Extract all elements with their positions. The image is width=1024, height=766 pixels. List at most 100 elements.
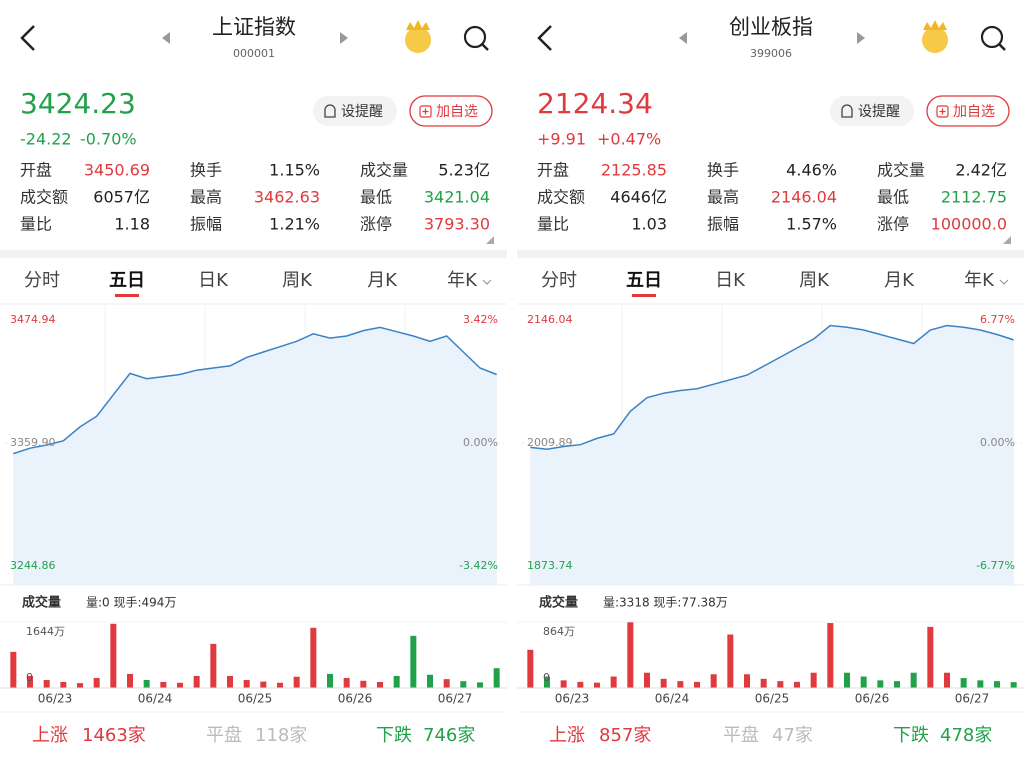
volume-bar [994,681,1000,688]
watch-button[interactable]: 加自选 [953,104,995,120]
pct-top-label: 3.42% [463,313,498,326]
price-line [13,326,497,455]
chart-tab[interactable]: 周K [799,270,830,291]
volume-bar [594,682,600,688]
stat-label: 开盘 [537,161,569,180]
volume-bar [410,635,417,688]
prev-arrow[interactable] [162,32,170,44]
date-label: 06/25 [238,692,273,706]
bell-icon [841,104,853,118]
index-code: 399006 [750,47,792,60]
up-count: 1463家 [82,725,146,746]
next-arrow[interactable] [857,32,865,44]
mascot-icon[interactable] [405,27,431,53]
mascot-crown[interactable] [406,20,430,30]
next-arrow[interactable] [340,32,348,44]
volume-bar [293,676,300,688]
volume-bar [727,634,734,688]
flat-count: 47家 [772,725,813,746]
stat-value: 3421.04 [424,188,490,207]
search-handle[interactable] [998,43,1006,51]
year-tab-caret [482,279,492,285]
chart-tab[interactable]: 年K [447,270,478,291]
mascot-icon[interactable] [922,27,948,53]
volume-bar [160,681,167,688]
volume-bar [710,674,717,688]
search-handle[interactable] [481,43,489,51]
chart-tab[interactable]: 分时 [541,270,577,291]
volume-bar [193,675,200,688]
volume-bar [527,649,534,688]
chart-tab[interactable]: 月K [367,270,398,291]
stat-value: 5.23亿 [438,161,490,180]
stat-label: 换手 [190,161,222,180]
flat-count: 118家 [255,725,307,746]
search-icon[interactable] [463,25,487,49]
alert-button-bg[interactable] [830,96,914,126]
chart-tab[interactable]: 日K [198,270,229,291]
up-count: 857家 [599,725,651,746]
price-bottom-label: 1873.74 [527,559,573,572]
volume-bar [443,679,450,688]
date-label: 06/23 [38,692,73,706]
volume-bar [927,626,934,688]
date-label: 06/27 [955,692,990,706]
chart-tab[interactable]: 日K [715,270,746,291]
chart-tab[interactable]: 周K [282,270,313,291]
volume-bar [227,675,233,688]
plus-sign [422,108,429,115]
down-label: 下跌 [893,725,929,746]
prev-arrow[interactable] [679,32,687,44]
volume-bar [894,681,900,688]
volume-bar [777,681,784,688]
last-price: 2124.34 [537,87,653,120]
expand-corner[interactable] [486,236,494,244]
chart-tab[interactable]: 年K [964,270,995,291]
back-button[interactable] [537,25,552,51]
stat-value: 2.42亿 [955,161,1007,180]
volume-title: 成交量 [539,595,578,611]
plus-sign [939,108,946,115]
volume-bar [393,675,400,688]
volume-info: 量:0 现手:494万 [86,596,176,610]
date-label: 06/24 [138,692,173,706]
stat-label: 量比 [20,215,52,234]
chart-tab[interactable]: 月K [884,270,915,291]
stat-value: 4.46% [786,161,837,180]
volume-bar [343,677,350,688]
volume-bar [827,623,834,688]
chart-tab[interactable]: 五日 [626,270,662,291]
stat-value: 2125.85 [601,161,667,180]
volume-bar [860,676,867,688]
price-top-label: 3474.94 [10,313,56,326]
price-bottom-label: 3244.86 [10,559,56,572]
expand-corner[interactable] [1003,236,1011,244]
stat-label: 振幅 [707,215,739,234]
stat-value: 100000.0 [931,215,1007,234]
stat-value: 2146.04 [771,188,837,207]
volume-bar [43,679,50,688]
year-tab-caret [999,279,1009,285]
pct-bottom-label: -3.42% [459,559,498,572]
mascot-crown[interactable] [923,20,947,30]
search-icon[interactable] [980,25,1004,49]
alert-button-bg[interactable] [313,96,397,126]
stat-label: 最低 [877,188,909,207]
index-title: 创业板指 [729,15,813,39]
watch-button-bg[interactable] [926,95,1010,127]
volume-bar [560,680,567,688]
chart-tab[interactable]: 五日 [109,270,145,291]
date-label: 06/23 [555,692,590,706]
pct-mid-label: 0.00% [463,436,498,449]
volume-bar [627,622,634,688]
chart-tab[interactable]: 分时 [24,270,60,291]
alert-button[interactable]: 设提醒 [341,104,383,120]
volume-bar [744,674,750,688]
watch-button-bg[interactable] [409,95,493,127]
volume-bar [677,681,684,688]
watch-button[interactable]: 加自选 [436,104,478,120]
stat-label: 成交量 [877,161,925,180]
back-button[interactable] [20,25,35,51]
alert-button[interactable]: 设提醒 [858,104,900,120]
